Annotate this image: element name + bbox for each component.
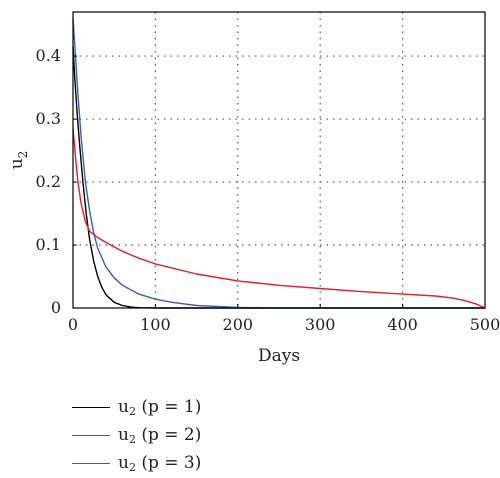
grid-lines <box>73 12 485 308</box>
x-tick-label: 300 <box>305 315 336 334</box>
legend-label-subscript: 2 <box>128 460 136 474</box>
y-axis-label: u2 <box>7 151 30 170</box>
y-tick-label: 0.3 <box>36 109 61 128</box>
series-line-2 <box>72 18 485 309</box>
y-tick-label: 0.2 <box>36 172 61 191</box>
legend-label-suffix: (p = 1) <box>135 396 202 417</box>
legend-swatch <box>72 434 110 436</box>
y-tick-label: 0 <box>51 298 61 317</box>
legend: u2 (p = 1) u2 (p = 2) u2 (p = 3) <box>72 393 201 477</box>
x-axis-label: Days <box>258 346 300 366</box>
legend-label-base: u <box>118 396 129 417</box>
x-tick-label: 200 <box>223 315 254 334</box>
x-tick-label: 0 <box>68 315 78 334</box>
legend-item-1: u2 (p = 1) <box>72 393 201 421</box>
x-tick-labels: 0 100 200 300 400 500 <box>68 304 500 334</box>
x-tick-label: 400 <box>387 315 418 334</box>
y-tick-labels: 0 0.1 0.2 0.3 0.4 <box>36 46 77 317</box>
series-line-1 <box>72 46 485 309</box>
legend-label-base: u <box>118 452 129 473</box>
legend-label: u2 (p = 1) <box>118 397 201 418</box>
legend-label-base: u <box>118 424 129 445</box>
legend-label-suffix: (p = 3) <box>135 452 202 473</box>
plot-frame <box>72 11 486 309</box>
series-lines <box>72 18 486 309</box>
series-line-3 <box>72 128 486 309</box>
legend-label-subscript: 2 <box>128 404 136 418</box>
legend-item-3: u2 (p = 3) <box>72 449 201 477</box>
legend-label-suffix: (p = 2) <box>135 424 202 445</box>
legend-swatch <box>72 406 110 408</box>
legend-item-2: u2 (p = 2) <box>72 421 201 449</box>
legend-label: u2 (p = 3) <box>118 453 201 474</box>
x-tick-label: 500 <box>470 315 500 334</box>
y-tick-label: 0.1 <box>36 235 61 254</box>
legend-label: u2 (p = 2) <box>118 425 201 446</box>
legend-label-subscript: 2 <box>128 432 136 446</box>
x-tick-label: 100 <box>140 315 171 334</box>
y-tick-label: 0.4 <box>36 46 61 65</box>
y-axis-label-subscript: 2 <box>16 151 30 159</box>
legend-swatch <box>72 462 110 464</box>
